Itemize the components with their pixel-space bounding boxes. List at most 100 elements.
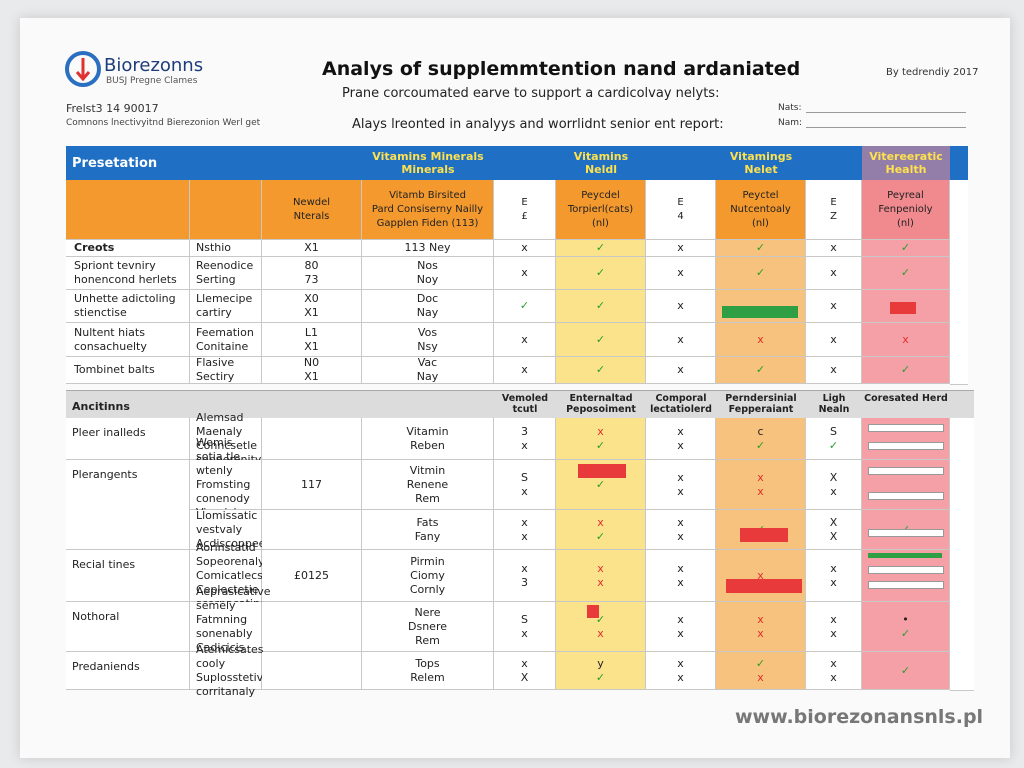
table-cell: Feemation Conitaine (190, 323, 262, 357)
cell-text: Predaniends (72, 660, 140, 673)
cell-text: Aeprasicative semely (196, 584, 271, 612)
cell-text: Suplosstetive corritanaly (196, 670, 270, 698)
cell-text: Comicatlecstonoly (196, 568, 298, 582)
cell-text: x (677, 438, 684, 452)
cell-text: x (677, 656, 684, 670)
table-cell: x (806, 323, 862, 357)
table-cell: Vac Nay (362, 356, 494, 384)
bar (578, 464, 626, 478)
cell-text: ✓ (595, 529, 606, 543)
cell-text: Alemsad Maenaly (196, 410, 244, 438)
bar (868, 553, 942, 558)
cell-text: Flasive (196, 356, 235, 369)
table-cell: Fats Fany (362, 510, 494, 550)
bar (726, 579, 802, 593)
table-cell (190, 180, 262, 240)
cell-text: X (829, 529, 838, 543)
cell-text: (nl) (752, 217, 769, 229)
bar (587, 605, 599, 618)
cell-text: N0 (303, 356, 320, 369)
cell-text: Renene (406, 477, 449, 491)
cell-text: x (677, 561, 684, 575)
cell-text: x (830, 561, 837, 575)
cell-text: (nl) (592, 217, 609, 229)
bar (890, 302, 916, 314)
cell-text: ✓ (755, 241, 766, 254)
cell-text: Newdel (292, 196, 331, 208)
cell-text: Fatmning sonenably (196, 612, 253, 640)
cell-text: x (830, 575, 837, 589)
cell-text: x (830, 332, 837, 346)
header-text: Comporal lectatiolerd (650, 393, 712, 415)
table-cell: Tops Relem (362, 652, 494, 690)
table-cell: Vitamb Birsited Pard Consiserny Nailly Gap… (362, 180, 494, 240)
table-cell: Reenodice Serting (190, 257, 262, 290)
cell-text: Nay (416, 306, 439, 319)
cell-text: ✓ (519, 299, 530, 312)
cell-text: x (521, 626, 528, 640)
cell-text: honencond herlets (74, 273, 177, 286)
cell-text: X0 (304, 292, 319, 305)
table-cell: y ✓ (556, 652, 646, 690)
cell-text: x (677, 575, 684, 589)
bar (868, 442, 944, 450)
table-cell: Vitmin Renene Rem (362, 460, 494, 510)
cell-text: x (677, 241, 684, 254)
cell-text: Pleer inalleds (72, 426, 146, 439)
cell-text: x (521, 515, 528, 529)
cell-text: x (830, 266, 837, 279)
logo-icon (65, 51, 101, 87)
table-cell: Llomissatic vestvaly Acdiscoppeerity (190, 509, 284, 550)
cell-text: X1 (304, 370, 319, 383)
cell-text: x (597, 561, 604, 575)
cell-text: Peyreal (887, 189, 924, 201)
table-cell: x (806, 357, 862, 384)
cell-text: X (829, 470, 838, 484)
header-text: Coresated Herd (864, 393, 948, 404)
cell-text: X (829, 515, 838, 529)
cell-text: Nothoral (72, 610, 120, 623)
bar (868, 424, 944, 432)
bar (868, 492, 944, 500)
table-cell: Newdel Nterals (262, 180, 362, 240)
cell-text: 4 (677, 210, 684, 222)
table-cell: Tombinet balts (66, 357, 190, 384)
logo-sub: BUSJ Pregne Clames (106, 76, 198, 86)
table-cell: • ✓ (862, 602, 950, 652)
table-cell (862, 550, 950, 602)
cell-text: Conitaine (196, 339, 249, 353)
cell-text: ✓ (755, 438, 766, 452)
cell-text: x (521, 561, 528, 575)
table-cell: x ✓ (556, 418, 646, 460)
cell-text: Feemation (196, 325, 254, 339)
cell-text: ✓ (755, 363, 766, 376)
table-cell: x (494, 257, 556, 290)
cell-text: Noy (416, 273, 439, 286)
cell-text: ✓ (900, 626, 911, 640)
table-cell: 113 Ney (362, 240, 494, 257)
note: Alays lreonted in analyys and worrlidnt … (352, 117, 724, 132)
table-cell: x (646, 257, 716, 290)
cell-text: ✓ (595, 670, 606, 684)
cell-text: x (521, 241, 528, 254)
table-cell: c ✓ (716, 418, 806, 460)
cell-text: 73 (304, 273, 319, 286)
table-cell: x (494, 357, 556, 384)
cell-text: • (902, 612, 909, 626)
cell-text: ✓ (900, 663, 911, 677)
cell-text: X1 (304, 306, 319, 319)
header-text: Ancitinns (72, 400, 130, 413)
cell-text: c (757, 424, 764, 438)
cell-text: x (597, 575, 604, 589)
cell-text: x (521, 363, 528, 376)
cell-text: Rem (415, 633, 440, 647)
cell-text: Nos (417, 259, 438, 272)
